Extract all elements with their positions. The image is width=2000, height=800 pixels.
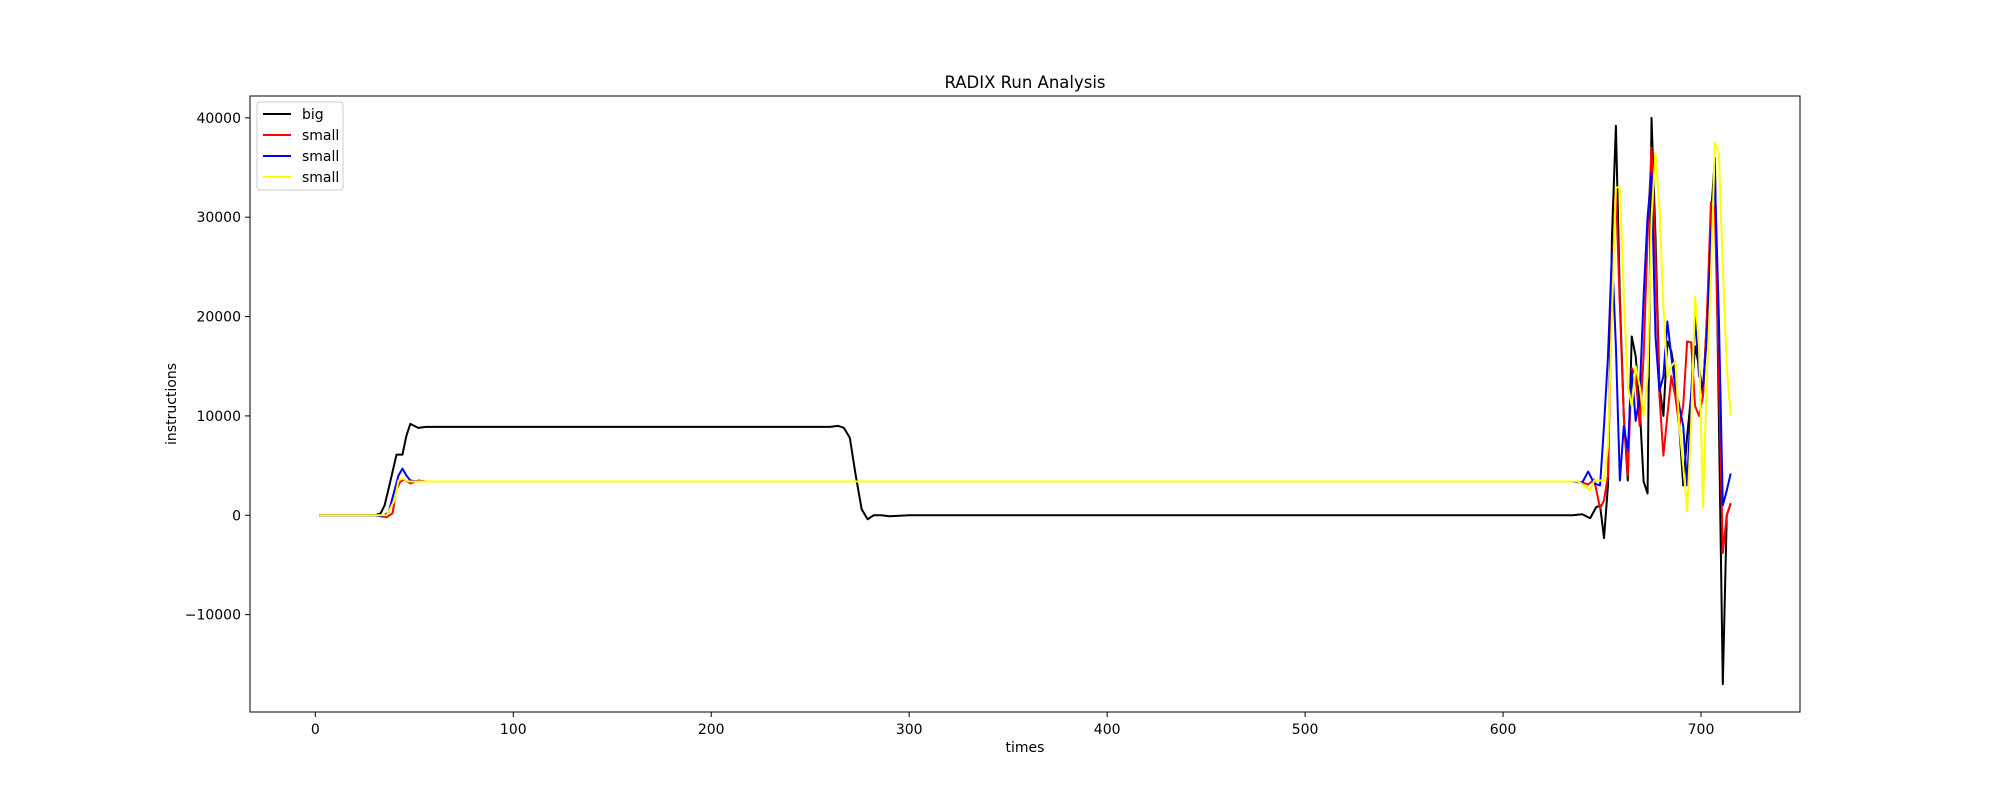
y-tick-label: 20000 [196,310,241,326]
legend-label-0: big [302,107,324,123]
plot-frame [249,95,1801,713]
x-axis: 0 100 200 300 400 500 600 700 [311,712,1715,738]
y-axis-label: instructions [164,363,180,445]
x-tick-label: 200 [698,722,725,738]
y-tick-label: 0 [232,508,241,524]
x-tick-label: 300 [896,722,923,738]
y-tick-label: 30000 [196,210,241,226]
legend: big small small small [256,101,344,191]
x-tick-label: 400 [1094,722,1121,738]
legend-label-1: small [302,128,339,144]
y-tick-label: 10000 [196,409,241,425]
legend-label-3: small [302,170,339,186]
y-tick-label: 40000 [196,111,241,127]
y-axis: −10000 0 10000 20000 30000 40000 [185,111,250,624]
x-tick-label: 600 [1490,722,1517,738]
series-line-3 [319,141,1732,517]
x-axis-label: times [1006,740,1045,756]
series-line-0 [319,116,1732,686]
series-layer [319,116,1732,686]
x-tick-label: 0 [311,722,320,738]
x-tick-label: 500 [1292,722,1319,738]
x-tick-label: 700 [1688,722,1715,738]
y-tick-label: −10000 [185,608,241,624]
legend-label-2: small [302,149,339,165]
chart-title: RADIX Run Analysis [944,73,1105,92]
legend-frame [256,101,344,191]
x-tick-label: 100 [500,722,527,738]
